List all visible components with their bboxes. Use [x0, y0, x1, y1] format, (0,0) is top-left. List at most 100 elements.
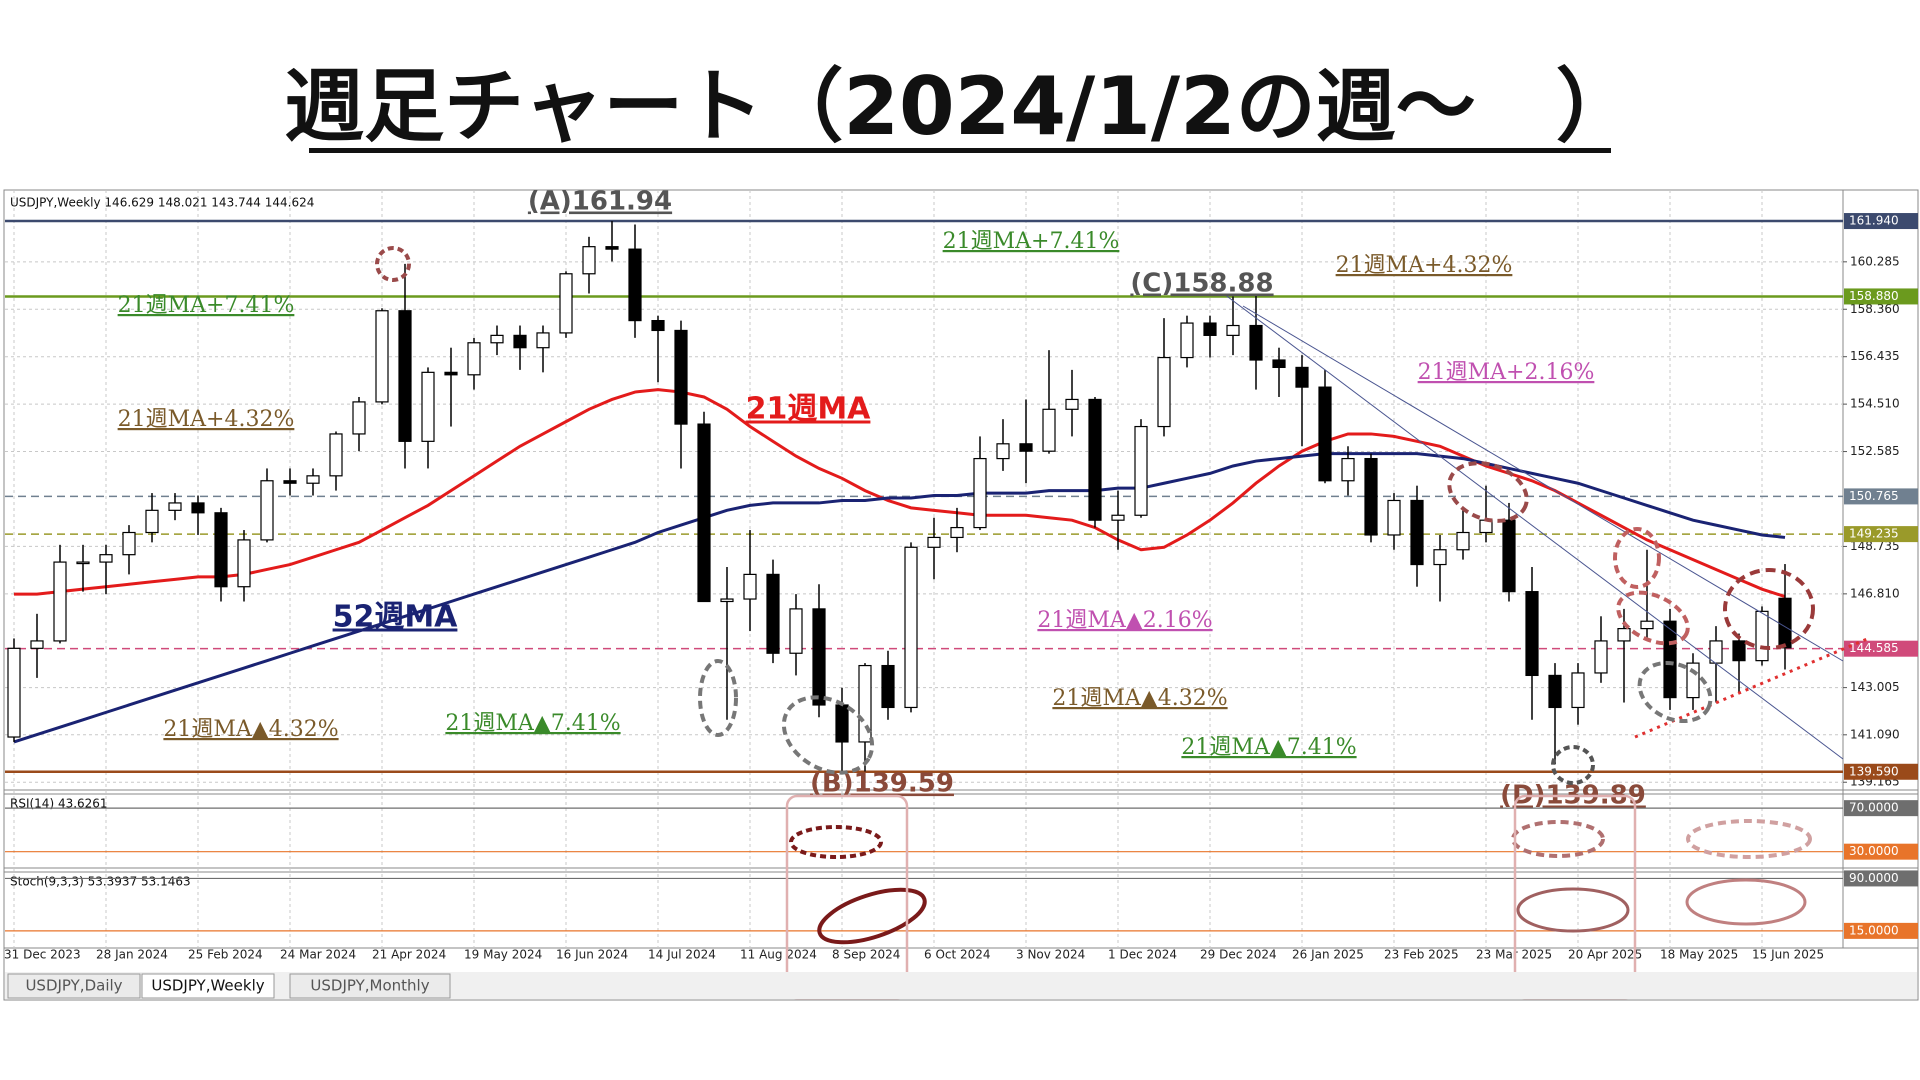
annotation: 52週MA [333, 600, 459, 635]
indicator-level-label: 15.0000 [1849, 923, 1899, 937]
indicator-label: Stoch(9,3,3) 53.3937 53.1463 [10, 875, 191, 889]
y-tick-label: 146.810 [1850, 586, 1900, 600]
highlight-ellipse [375, 246, 411, 282]
candle-body [329, 433, 343, 477]
candle-body [1617, 628, 1631, 642]
candle-body [76, 561, 90, 565]
candle-body [789, 608, 803, 654]
highlight-ellipse [1637, 660, 1713, 724]
candle-body [1778, 597, 1792, 649]
indicator-level-box [1844, 800, 1918, 817]
candle-body [145, 509, 159, 534]
annotation: (A)161.94 [528, 187, 672, 217]
tab[interactable] [141, 973, 275, 999]
candle-body [421, 371, 435, 442]
tab-label[interactable]: USDJPY,Weekly [151, 977, 264, 995]
chart-header: USDJPY,Weekly 146.629 148.021 143.744 14… [10, 196, 314, 210]
annotation: 21週MA▲4.32% [163, 717, 338, 742]
highlight-ellipse [1447, 461, 1529, 523]
candle-body [950, 526, 964, 539]
indicator-level-label: 90.0000 [1849, 871, 1899, 885]
price-level-label: 150.765 [1849, 489, 1899, 503]
tab[interactable] [289, 973, 451, 999]
candle-body [1134, 425, 1148, 516]
candle-body [1226, 324, 1240, 336]
indicator-level-label: 70.0000 [1849, 801, 1899, 815]
candle-body [1548, 674, 1562, 709]
candle-body [1065, 398, 1079, 410]
candle-body [743, 573, 757, 600]
trend-line [1242, 305, 1844, 662]
x-tick-label: 11 Aug 2024 [740, 948, 817, 962]
candle-body [1157, 356, 1171, 428]
x-tick-label: 26 Jan 2025 [1292, 948, 1364, 962]
candle-body [306, 475, 320, 484]
indicator-level-box [1844, 870, 1918, 887]
price-level-box [1844, 213, 1918, 230]
candle-body [122, 531, 136, 556]
tab[interactable] [7, 973, 141, 999]
candle-body [1019, 443, 1033, 452]
candle-body [398, 310, 412, 442]
y-tick-label: 156.435 [1850, 349, 1900, 363]
x-tick-label: 14 Jul 2024 [648, 948, 716, 962]
candle-body [766, 573, 780, 654]
candle-body [444, 371, 458, 376]
candle-body [260, 480, 274, 541]
candle-body [1686, 662, 1700, 699]
annotation: 21週MA+4.32% [118, 407, 295, 432]
candle-body [1594, 640, 1608, 674]
candle-body [1295, 366, 1309, 388]
candle-body [1410, 499, 1424, 566]
title-underline [309, 148, 1611, 153]
candle-body [1364, 457, 1378, 536]
moving-average [13, 452, 1786, 744]
candle-body [605, 246, 619, 250]
y-tick-label: 154.510 [1850, 397, 1900, 411]
highlight-ellipse [698, 659, 738, 737]
tab-label[interactable]: USDJPY,Monthly [310, 977, 429, 995]
candle-body [720, 598, 734, 603]
candle-body [99, 554, 113, 563]
page-title: 週足チャート（2024/1/2の週～ ） [284, 60, 1636, 153]
candle-body [1088, 398, 1102, 521]
x-tick-label: 25 Feb 2024 [188, 948, 263, 962]
candle-body [628, 248, 642, 322]
price-level-label: 158.880 [1849, 289, 1899, 303]
candle-body [1318, 386, 1332, 482]
annotation: 21週MA+4.32% [1336, 253, 1513, 278]
annotation: 21週MA▲2.16% [1037, 608, 1212, 633]
price-level-box [1844, 288, 1918, 305]
candle-body [1709, 640, 1723, 664]
highlight-ellipse [817, 887, 927, 945]
candle-body [283, 480, 297, 484]
candle-body [835, 704, 849, 743]
highlight-ellipse [1723, 568, 1815, 650]
candle-body [53, 561, 67, 642]
candle-body [490, 334, 504, 344]
indicator-label: RSI(14) 43.6261 [10, 797, 108, 811]
candle-body [1456, 531, 1470, 551]
y-tick-label: 143.005 [1850, 680, 1900, 694]
x-tick-label: 31 Dec 2023 [4, 948, 81, 962]
x-tick-label: 21 Apr 2024 [372, 948, 446, 962]
x-tick-label: 24 Mar 2024 [280, 948, 356, 962]
candle-body [513, 334, 527, 349]
candle-body [1663, 620, 1677, 699]
candle-body [1341, 457, 1355, 482]
candle-body [375, 310, 389, 403]
candle-body [1272, 359, 1286, 369]
tab-label[interactable]: USDJPY,Daily [25, 977, 122, 995]
x-tick-label: 18 May 2025 [1660, 948, 1738, 962]
y-tick-label: 160.285 [1850, 254, 1900, 268]
x-tick-label: 28 Jan 2024 [96, 948, 168, 962]
candle-body [1640, 620, 1654, 630]
x-tick-label: 15 Jun 2025 [1752, 948, 1824, 962]
annotation: 21週MA▲7.41% [1181, 735, 1356, 760]
candle-body [881, 664, 895, 709]
indicator-level-box [1844, 843, 1918, 860]
candle-body [168, 502, 182, 511]
candle-body [697, 423, 711, 603]
candle-body [214, 512, 228, 588]
